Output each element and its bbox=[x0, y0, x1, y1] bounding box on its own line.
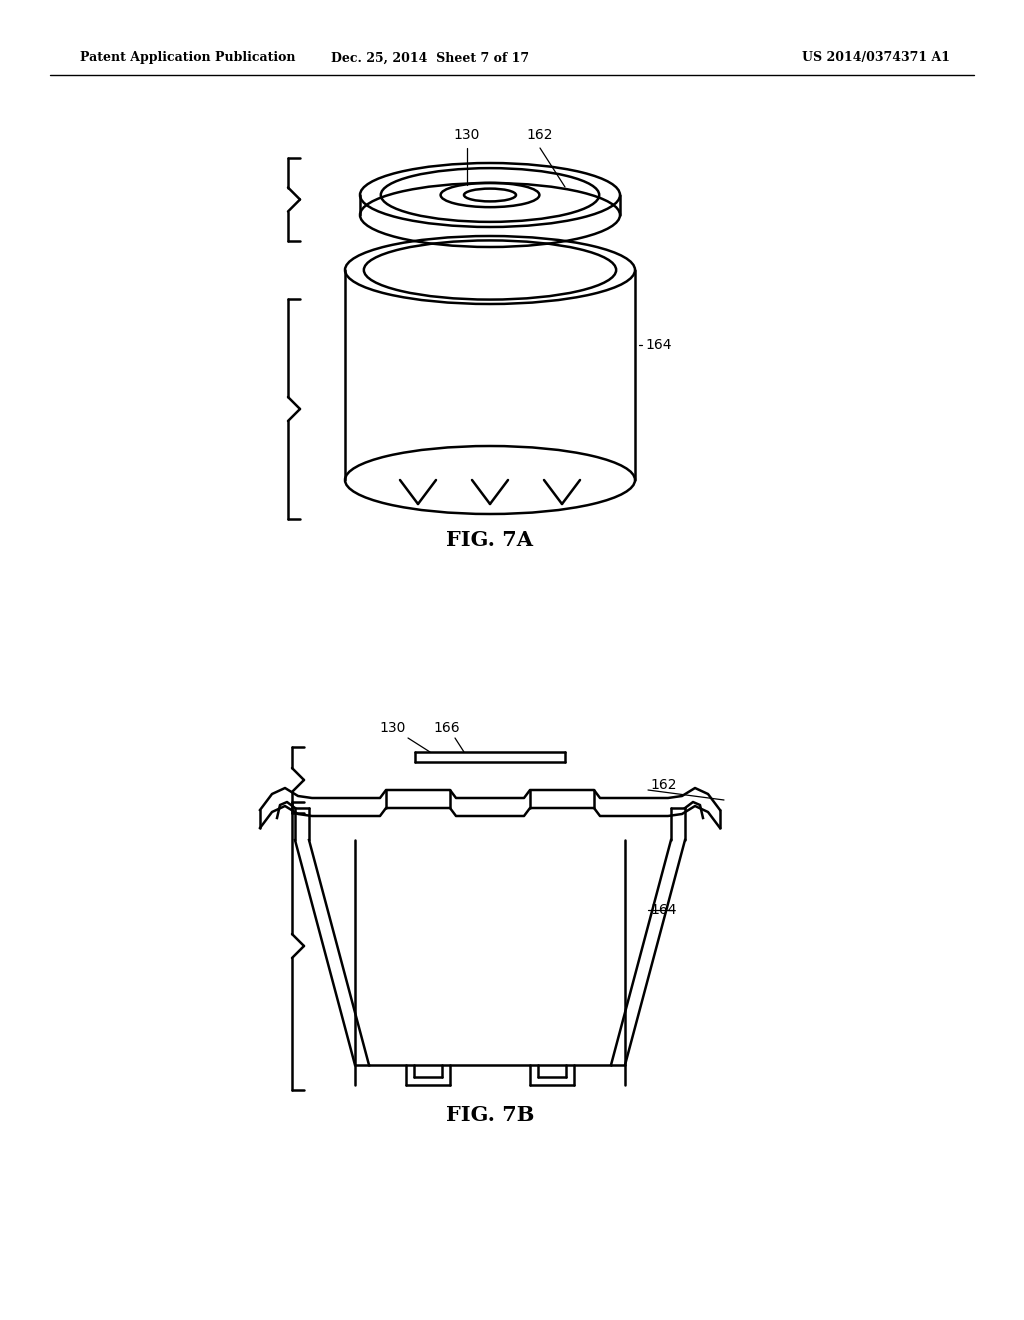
Text: 130: 130 bbox=[454, 128, 480, 143]
Text: US 2014/0374371 A1: US 2014/0374371 A1 bbox=[802, 51, 950, 65]
Text: FIG. 7B: FIG. 7B bbox=[445, 1105, 535, 1125]
Text: FIG. 7A: FIG. 7A bbox=[446, 531, 534, 550]
Text: 166: 166 bbox=[434, 721, 461, 735]
Text: Dec. 25, 2014  Sheet 7 of 17: Dec. 25, 2014 Sheet 7 of 17 bbox=[331, 51, 529, 65]
Text: 162: 162 bbox=[526, 128, 553, 143]
Text: Patent Application Publication: Patent Application Publication bbox=[80, 51, 296, 65]
Text: 130: 130 bbox=[380, 721, 407, 735]
Text: 164: 164 bbox=[650, 903, 677, 917]
Text: 164: 164 bbox=[645, 338, 672, 352]
Text: 162: 162 bbox=[650, 777, 677, 792]
